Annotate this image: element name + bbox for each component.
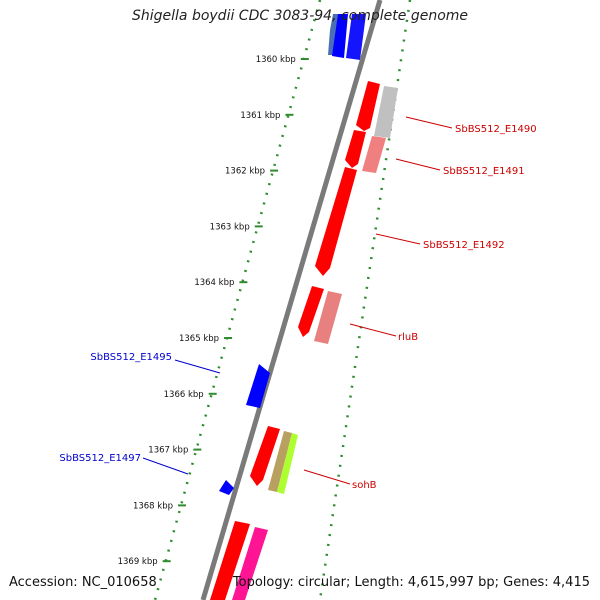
gene-shade-sohB-2 <box>277 433 298 494</box>
gene-arrow-SbBS512_E1495 <box>246 364 270 408</box>
tick-label: 1362 kbp <box>225 167 265 177</box>
gene-shade-SbBS512_E1490 <box>374 86 398 138</box>
tick-label: 1363 kbp <box>210 222 250 232</box>
gene-shade-sohB-1 <box>268 431 292 492</box>
map-title: Shigella boydii CDC 3083-94, complete ge… <box>131 8 469 24</box>
leader-SbBS512_E1495 <box>174 359 221 374</box>
tick-label: 1369 kbp <box>118 557 158 567</box>
tick-marks: 1360 kbp 1361 kbp 1362 kbp 1363 kbp 1364 kbp… <box>118 55 309 567</box>
label-rluB: rluB <box>398 332 418 343</box>
tick-label: 1364 kbp <box>194 278 234 288</box>
inner-gc-track <box>153 0 322 600</box>
label-sohB: sohB <box>352 480 377 491</box>
tick-label: 1365 kbp <box>179 334 219 344</box>
gene-arrow-rluB <box>298 286 324 337</box>
gene-arrow-sohB <box>250 426 280 486</box>
gene-arrow-SbBS512_E1497 <box>219 480 234 495</box>
label-SbBS512_E1497: SbBS512_E1497 <box>59 453 141 464</box>
leader-SbBS512_E1492 <box>375 233 421 245</box>
leader-sohB <box>303 469 351 485</box>
tick-label: 1367 kbp <box>148 446 188 456</box>
label-SbBS512_E1495: SbBS512_E1495 <box>90 352 172 363</box>
gene-labels: SbBS512_E1490 SbBS512_E1491 SbBS512_E149… <box>59 116 537 491</box>
gene-arrow-SbBS512_E1490 <box>356 81 380 131</box>
gene-shade-rluB <box>314 291 342 344</box>
reverse-gene-top-3 <box>346 14 366 60</box>
label-SbBS512_E1490: SbBS512_E1490 <box>455 124 537 135</box>
tick-label: 1361 kbp <box>240 111 280 121</box>
leader-SbBS512_E1490 <box>405 116 453 129</box>
accession-text: Accession: NC_010658 <box>9 575 157 590</box>
leader-SbBS512_E1491 <box>395 158 441 171</box>
label-SbBS512_E1492: SbBS512_E1492 <box>423 240 505 251</box>
tick-label: 1360 kbp <box>256 55 296 65</box>
gene-arrow-SbBS512_E1492 <box>315 167 357 276</box>
gene-shade-SbBS512_E1491 <box>362 136 386 173</box>
backbone <box>200 0 383 600</box>
reverse-gene-top-2 <box>332 14 348 58</box>
label-SbBS512_E1491: SbBS512_E1491 <box>443 166 525 177</box>
tick-label: 1368 kbp <box>133 501 173 511</box>
gene-arrow-SbBS512_E1491 <box>345 130 366 168</box>
leader-rluB <box>349 323 397 337</box>
leader-SbBS512_E1497 <box>142 457 189 475</box>
tick-label: 1366 kbp <box>164 390 204 400</box>
gene-arrow-bottom-1 <box>210 521 250 600</box>
gene-arrow-bottom-2 <box>232 527 268 600</box>
genome-summary-text: Topology: circular; Length: 4,615,997 bp… <box>232 575 590 590</box>
